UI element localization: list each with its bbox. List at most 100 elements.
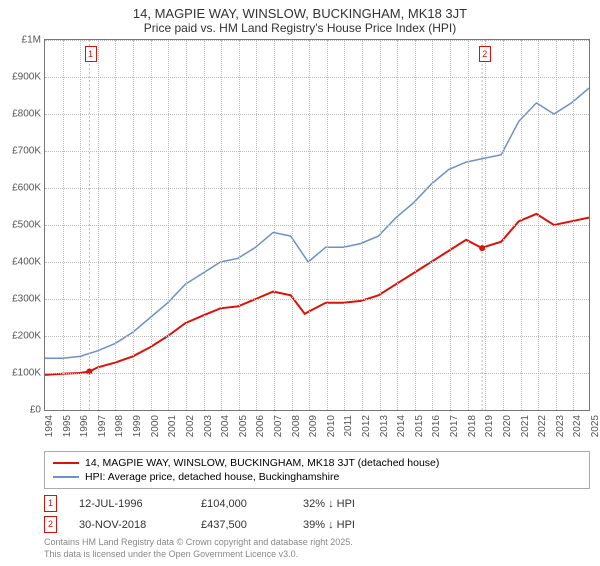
- y-axis-label: £100K: [1, 368, 41, 379]
- marker-dot: [479, 245, 485, 251]
- gridline-v: [274, 40, 275, 410]
- legend-swatch: [53, 476, 79, 478]
- x-axis-label: 2014: [396, 415, 407, 437]
- gridline-v: [186, 40, 187, 410]
- gridline-v: [362, 40, 363, 410]
- gridline-h: [45, 188, 589, 189]
- legend-swatch: [53, 462, 79, 464]
- gridline-v: [485, 40, 486, 410]
- marker-index-box: 2: [479, 46, 491, 62]
- gridline-v: [98, 40, 99, 410]
- gridline-v: [327, 40, 328, 410]
- transaction-date: 12-JUL-1996: [79, 498, 179, 510]
- y-axis-label: £200K: [1, 331, 41, 342]
- x-axis-label: 2003: [203, 415, 214, 437]
- transaction-row: 1 12-JUL-1996 £104,000 32% ↓ HPI: [44, 493, 590, 514]
- footer-line: This data is licensed under the Open Gov…: [44, 549, 590, 561]
- x-axis-label: 2023: [555, 415, 566, 437]
- transaction-index-box: 1: [44, 495, 57, 512]
- transaction-vs-hpi: 32% ↓ HPI: [303, 498, 355, 510]
- gridline-v: [415, 40, 416, 410]
- x-axis-label: 1996: [79, 415, 90, 437]
- legend-label: 14, MAGPIE WAY, WINSLOW, BUCKINGHAM, MK1…: [85, 457, 439, 469]
- gridline-v: [309, 40, 310, 410]
- x-axis-label: 2025: [590, 415, 600, 437]
- x-axis-label: 2013: [379, 415, 390, 437]
- gridline-h: [45, 373, 589, 374]
- gridline-h: [45, 151, 589, 152]
- transaction-table: 1 12-JUL-1996 £104,000 32% ↓ HPI 2 30-NO…: [44, 493, 590, 535]
- x-axis-label: 2018: [467, 415, 478, 437]
- gridline-v: [256, 40, 257, 410]
- x-axis-label: 2002: [185, 415, 196, 437]
- gridline-v: [63, 40, 64, 410]
- legend-item: HPI: Average price, detached house, Buck…: [53, 470, 581, 484]
- gridline-h: [45, 336, 589, 337]
- x-axis-label: 2015: [414, 415, 425, 437]
- gridline-v: [80, 40, 81, 410]
- x-axis-label: 2008: [291, 415, 302, 437]
- gridline-h: [45, 40, 589, 41]
- x-axis-labels: 1994 1995 1996 1997 1998 1999 2000 2001 2002 2003…: [44, 411, 590, 445]
- transaction-vs-hpi: 39% ↓ HPI: [303, 519, 355, 531]
- gridline-v: [115, 40, 116, 410]
- gridline-v: [204, 40, 205, 410]
- x-axis-label: 1999: [132, 415, 143, 437]
- gridline-v: [344, 40, 345, 410]
- y-axis-label: £300K: [1, 294, 41, 305]
- gridline-v: [450, 40, 451, 410]
- x-axis-label: 1998: [114, 415, 125, 437]
- gridline-h: [45, 299, 589, 300]
- x-axis-label: 1995: [62, 415, 73, 437]
- gridline-h: [45, 225, 589, 226]
- x-axis-label: 2016: [431, 415, 442, 437]
- gridline-v: [292, 40, 293, 410]
- gridline-h: [45, 114, 589, 115]
- footer: Contains HM Land Registry data © Crown c…: [44, 537, 590, 560]
- gridline-v: [397, 40, 398, 410]
- transaction-row: 2 30-NOV-2018 £437,500 39% ↓ HPI: [44, 514, 590, 535]
- gridline-v: [432, 40, 433, 410]
- gridline-h: [45, 77, 589, 78]
- x-axis-label: 2001: [167, 415, 178, 437]
- transaction-price: £437,500: [201, 519, 281, 531]
- legend-item: 14, MAGPIE WAY, WINSLOW, BUCKINGHAM, MK1…: [53, 456, 581, 470]
- chart-container: 14, MAGPIE WAY, WINSLOW, BUCKINGHAM, MK1…: [0, 0, 600, 560]
- gridline-v: [151, 40, 152, 410]
- gridline-v: [239, 40, 240, 410]
- x-axis-label: 2000: [150, 415, 161, 437]
- y-axis-label: £400K: [1, 257, 41, 268]
- x-axis-label: 2020: [502, 415, 513, 437]
- transaction-price: £104,000: [201, 498, 281, 510]
- footer-line: Contains HM Land Registry data © Crown c…: [44, 537, 590, 549]
- y-axis-label: £500K: [1, 220, 41, 231]
- gridline-v: [573, 40, 574, 410]
- transaction-index-box: 2: [44, 516, 57, 533]
- gridline-v: [168, 40, 169, 410]
- gridline-h: [45, 262, 589, 263]
- gridline-v: [556, 40, 557, 410]
- x-axis-label: 2007: [273, 415, 284, 437]
- y-axis-label: £800K: [1, 109, 41, 120]
- y-axis-label: £0: [1, 405, 41, 416]
- transaction-date: 30-NOV-2018: [79, 519, 179, 531]
- x-axis-label: 2021: [520, 415, 531, 437]
- y-axis-label: £600K: [1, 183, 41, 194]
- x-axis-label: 2011: [343, 415, 354, 437]
- gridline-v: [221, 40, 222, 410]
- x-axis-label: 2024: [572, 415, 583, 437]
- gridline-v: [538, 40, 539, 410]
- x-axis-label: 2010: [326, 415, 337, 437]
- x-axis-label: 2005: [238, 415, 249, 437]
- x-axis-label: 1994: [44, 415, 55, 437]
- x-axis-label: 1997: [97, 415, 108, 437]
- legend-label: HPI: Average price, detached house, Buck…: [85, 471, 339, 483]
- gridline-v: [133, 40, 134, 410]
- y-axis-label: £700K: [1, 146, 41, 157]
- y-axis-label: £900K: [1, 72, 41, 83]
- gridline-v: [503, 40, 504, 410]
- chart-subtitle: Price paid vs. HM Land Registry's House …: [0, 21, 600, 39]
- series-line-property: [45, 214, 589, 375]
- gridline-v: [468, 40, 469, 410]
- x-axis-label: 2004: [220, 415, 231, 437]
